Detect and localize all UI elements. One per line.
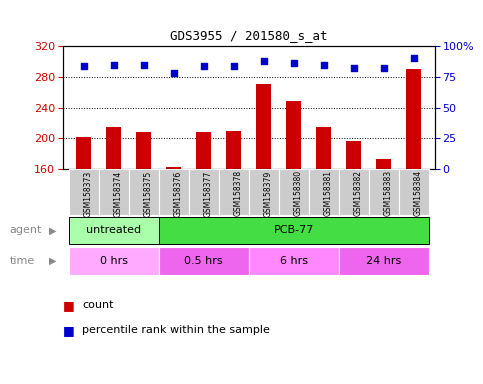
Bar (316, 127, 331, 169)
Bar (249, 247, 339, 275)
Bar (346, 141, 361, 169)
Text: ■: ■ (63, 324, 74, 337)
Point (200, 63, 208, 69)
Point (80, 63, 87, 69)
Bar (256, 84, 271, 169)
Bar (339, 169, 369, 215)
Point (170, 70, 178, 76)
Bar (398, 169, 429, 215)
Bar (69, 217, 159, 244)
Text: GSM158382: GSM158382 (354, 170, 363, 216)
Bar (286, 101, 301, 169)
Bar (136, 132, 151, 169)
Text: GSM158376: GSM158376 (174, 170, 183, 217)
Bar (159, 169, 189, 215)
Text: 24 hrs: 24 hrs (366, 256, 401, 266)
Bar (159, 247, 249, 275)
Bar (106, 127, 121, 169)
Bar (159, 217, 429, 244)
Bar (99, 169, 129, 215)
Bar (339, 247, 429, 275)
Text: PCB-77: PCB-77 (273, 225, 314, 235)
Bar (69, 169, 99, 215)
Point (230, 63, 238, 69)
Bar (309, 169, 339, 215)
Text: count: count (82, 300, 114, 310)
Point (350, 65, 357, 71)
Bar (219, 169, 249, 215)
Text: 6 hrs: 6 hrs (280, 256, 308, 266)
Text: agent: agent (10, 225, 42, 235)
Text: ■: ■ (63, 299, 74, 312)
Bar (69, 247, 159, 275)
Text: GSM158375: GSM158375 (144, 170, 153, 217)
Point (140, 61, 148, 68)
Bar (226, 131, 241, 169)
Point (320, 61, 327, 68)
Bar (166, 167, 181, 169)
Text: GDS3955 / 201580_s_at: GDS3955 / 201580_s_at (170, 29, 327, 42)
Point (260, 58, 268, 64)
Text: ▶: ▶ (49, 225, 57, 235)
Text: time: time (10, 256, 35, 266)
Text: GSM158381: GSM158381 (324, 170, 333, 216)
Text: GSM158377: GSM158377 (204, 170, 213, 217)
Point (110, 61, 118, 68)
Text: percentile rank within the sample: percentile rank within the sample (82, 325, 270, 335)
Text: 0 hrs: 0 hrs (100, 256, 128, 266)
Text: untreated: untreated (86, 225, 142, 235)
Bar (376, 159, 391, 169)
Bar (129, 169, 159, 215)
Bar (279, 169, 309, 215)
Point (410, 55, 418, 61)
Text: GSM158383: GSM158383 (384, 170, 393, 217)
Text: GSM158373: GSM158373 (84, 170, 93, 217)
Text: GSM158384: GSM158384 (414, 170, 423, 217)
Bar (369, 169, 398, 215)
Text: GSM158380: GSM158380 (294, 170, 303, 217)
Point (290, 60, 298, 66)
Text: GSM158379: GSM158379 (264, 170, 273, 217)
Bar (249, 169, 279, 215)
Text: GSM158374: GSM158374 (114, 170, 123, 217)
Point (380, 65, 387, 71)
Text: GSM158378: GSM158378 (234, 170, 243, 217)
Text: ▶: ▶ (49, 256, 57, 266)
Bar (406, 69, 421, 169)
Bar (189, 169, 219, 215)
Bar (196, 132, 211, 169)
Text: 0.5 hrs: 0.5 hrs (185, 256, 223, 266)
Bar (76, 137, 91, 169)
